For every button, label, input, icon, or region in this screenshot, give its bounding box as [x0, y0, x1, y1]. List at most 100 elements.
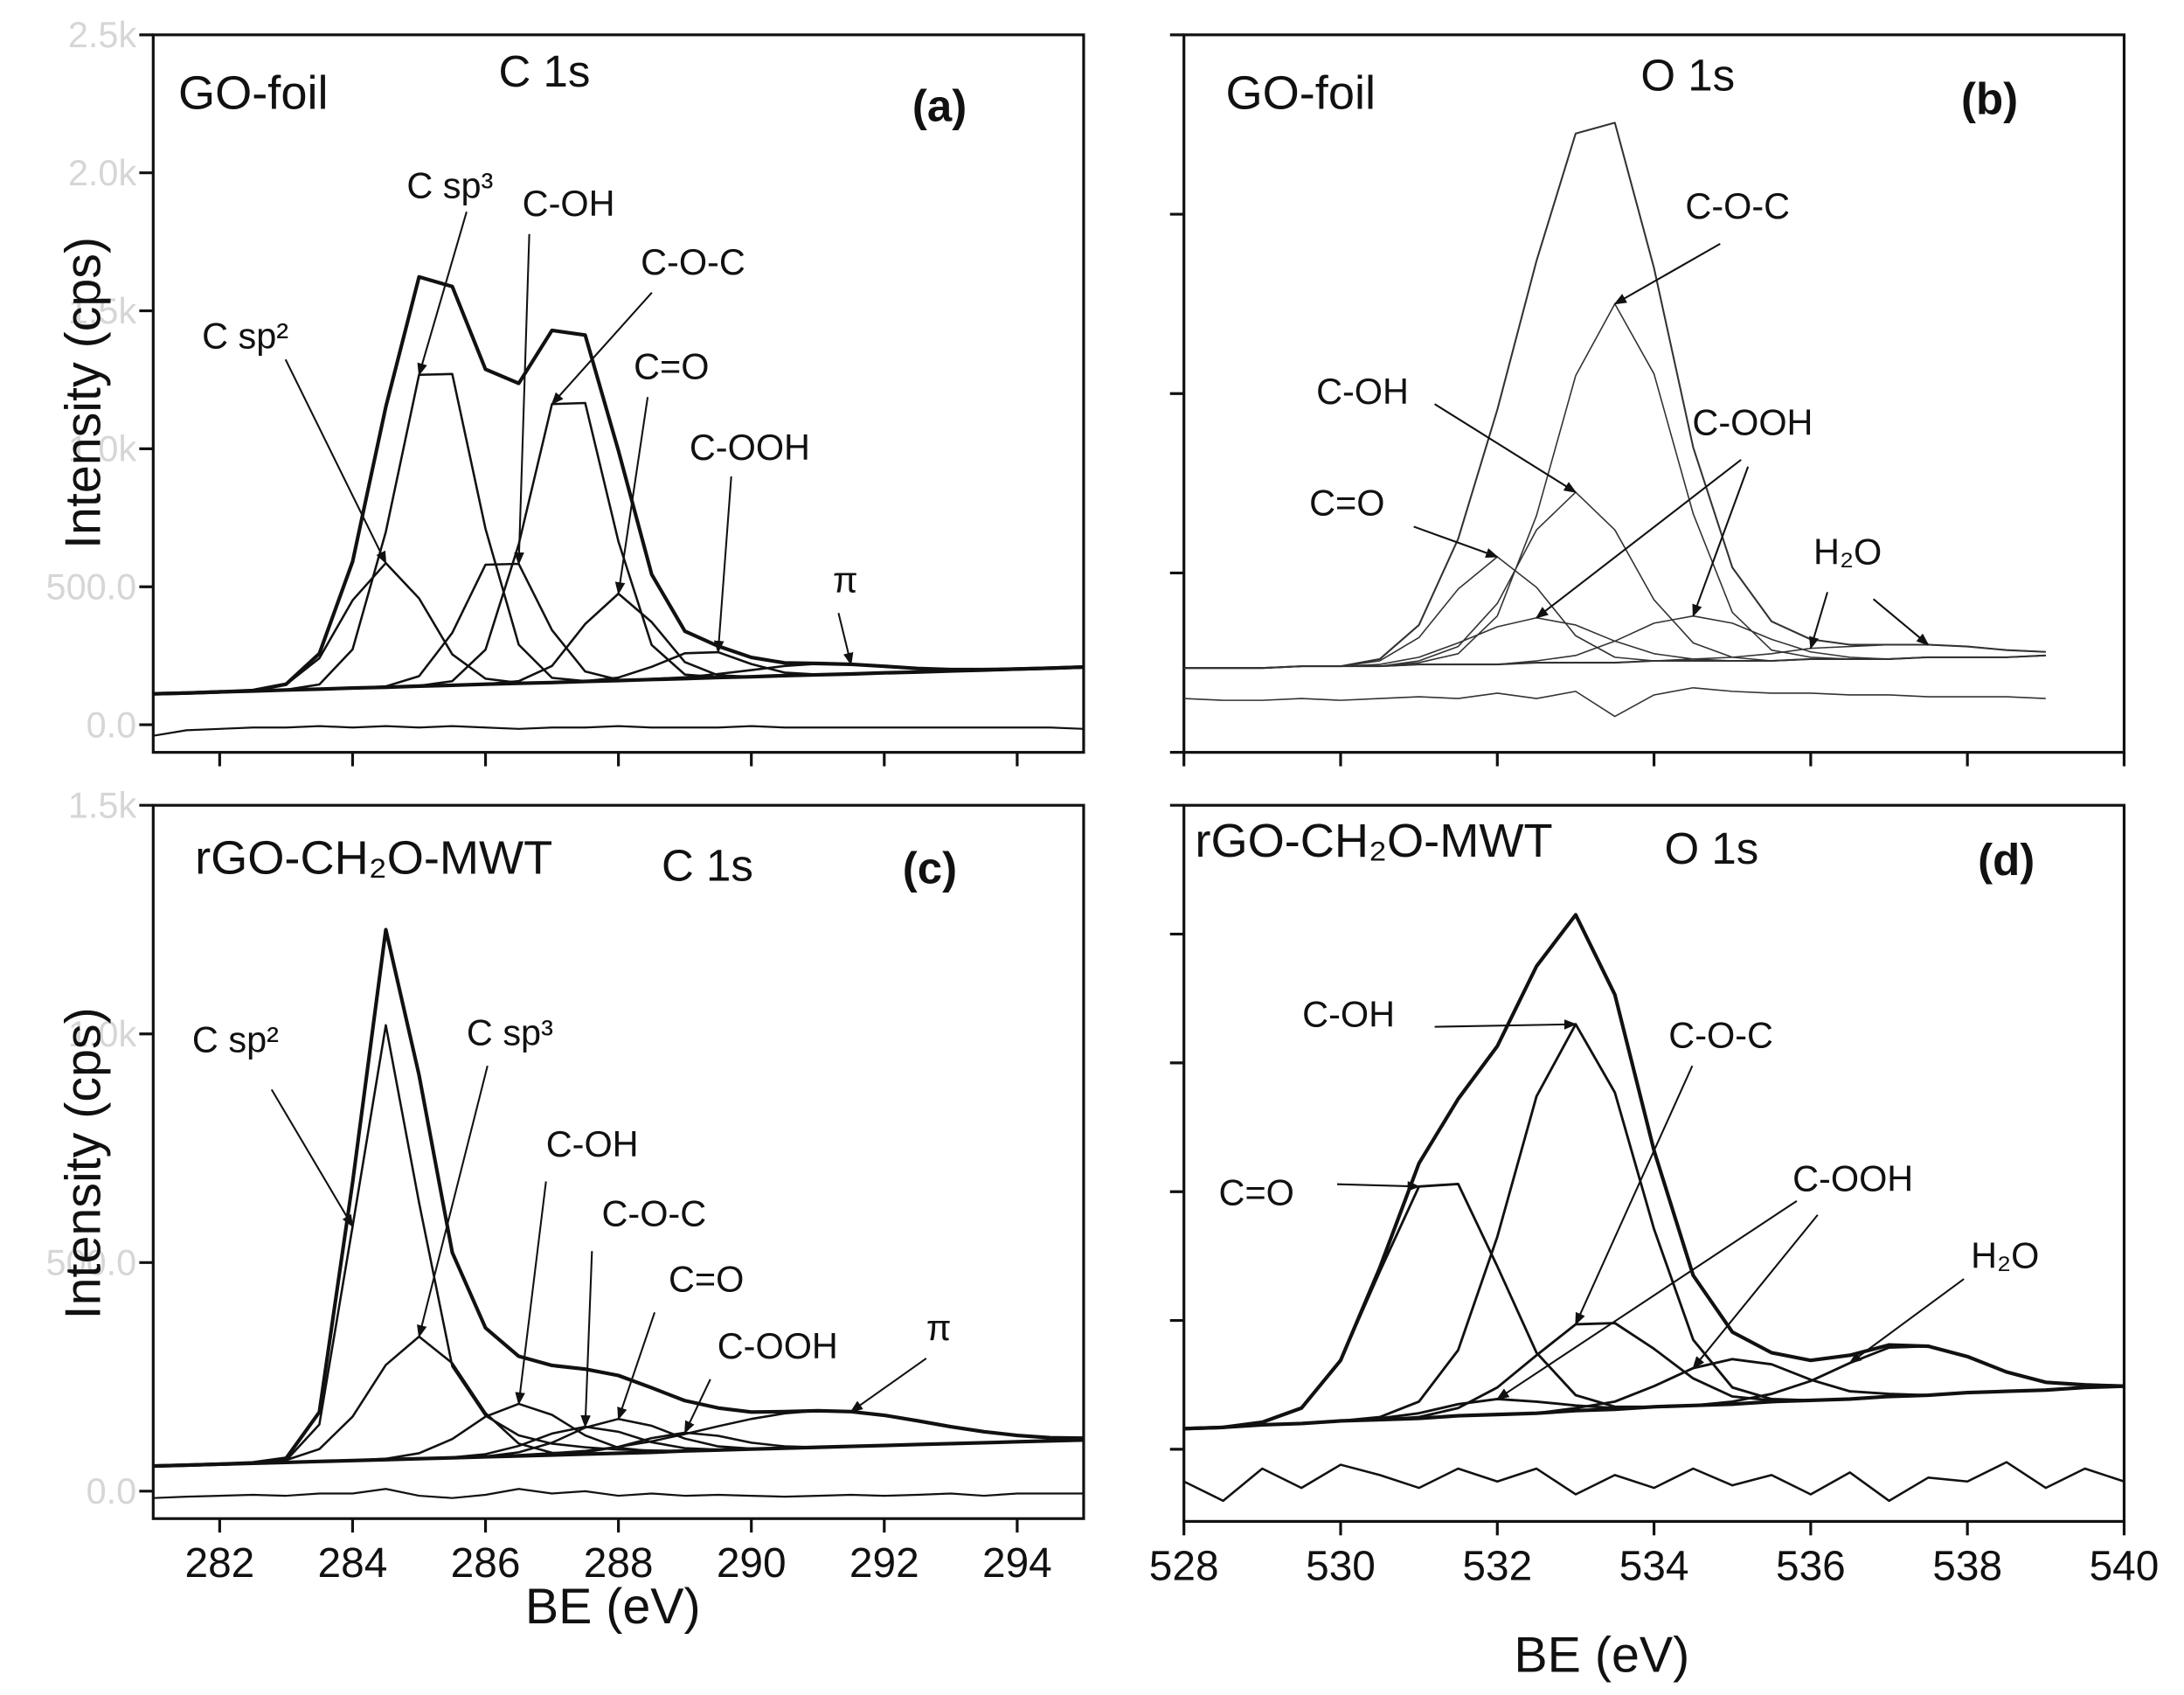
- sample-name: GO-foil: [1226, 66, 1376, 119]
- spectrum-line: [1183, 643, 2046, 670]
- y-tick-label: 1.5k: [68, 290, 137, 331]
- y-axis-label: Intensity (cps): [56, 1007, 112, 1319]
- annotation-arrow: [1413, 525, 1499, 559]
- annotation-arrow: [1809, 592, 1828, 650]
- x-tick-label: 540: [2090, 1543, 2160, 1589]
- peak-label: C-OH: [546, 1123, 639, 1164]
- y-axis-label: Intensity (cps): [56, 237, 112, 549]
- annotation-arrow: [614, 397, 649, 595]
- annotation-arrow: [1692, 1214, 1819, 1370]
- peak-label: C-OOH: [690, 427, 810, 468]
- x-axis-label: BE (eV): [1514, 1628, 1689, 1684]
- peak-label: H₂O: [1971, 1234, 2039, 1275]
- x-tick-label: 294: [982, 1540, 1052, 1587]
- spectrum-line: [153, 663, 1084, 695]
- x-tick-label: 292: [849, 1540, 919, 1587]
- y-tick-label: 2.0k: [68, 152, 137, 193]
- peak-label: C-O-C: [1685, 185, 1790, 226]
- core-level: C 1s: [662, 840, 753, 890]
- peak-label: C=O: [1309, 483, 1384, 524]
- y-tick-label: 0.0: [87, 704, 137, 745]
- peak-label: C-OOH: [718, 1325, 838, 1366]
- spectrum-line: [1183, 1344, 2125, 1430]
- sample-name: GO-foil: [178, 66, 329, 119]
- annotation-arrow: [1848, 1278, 1965, 1365]
- annotation-arrow: [551, 292, 653, 406]
- x-tick-label: 538: [1932, 1543, 2002, 1589]
- x-tick-label: 288: [584, 1540, 654, 1587]
- annotation-arrow: [849, 1358, 927, 1413]
- panel-label: (d): [1978, 835, 2035, 885]
- peak-label: H₂O: [1813, 531, 1882, 572]
- annotation-arrow: [683, 1379, 711, 1434]
- sample-name: rGO-CH₂O-MWT: [1195, 815, 1552, 867]
- y-tick-label: 0.0: [87, 1470, 137, 1511]
- annotation-arrow: [617, 1312, 656, 1421]
- annotation-arrow: [1535, 459, 1742, 619]
- panel-label: (c): [903, 843, 957, 893]
- peak-label: π: [833, 559, 858, 600]
- x-tick-label: 282: [184, 1540, 254, 1587]
- x-tick-label: 534: [1619, 1543, 1689, 1589]
- annotation-arrow: [284, 358, 387, 565]
- annotation-arrow: [515, 1181, 547, 1406]
- peak-label: C-O-C: [1668, 1015, 1773, 1056]
- x-tick-label: 286: [451, 1540, 521, 1587]
- panel-label: (a): [912, 81, 967, 131]
- spectrum-line: [153, 1488, 1084, 1499]
- peak-label: C-O-C: [602, 1193, 707, 1234]
- core-level: C 1s: [499, 46, 591, 96]
- peak-label: π: [926, 1307, 952, 1348]
- annotation-arrow: [837, 613, 854, 666]
- annotation-arrow: [1574, 1065, 1694, 1326]
- x-tick-label: 532: [1462, 1543, 1532, 1589]
- y-tick-label: 1.0k: [68, 428, 137, 469]
- annotation-arrow: [270, 1088, 354, 1228]
- x-tick-label: 530: [1306, 1543, 1376, 1589]
- spectrum-line: [153, 1409, 1084, 1468]
- y-tick-label: 500.0: [46, 566, 137, 608]
- spectrum-line: [153, 725, 1084, 737]
- annotation-arrow: [1434, 403, 1577, 493]
- peak-label: C-O-C: [641, 241, 745, 282]
- annotation-arrow: [1434, 1019, 1577, 1030]
- annotation-arrow: [514, 233, 530, 566]
- x-axis-label: BE (eV): [525, 1579, 701, 1635]
- peak-label: C sp²: [192, 1018, 279, 1059]
- peak-label: C sp²: [202, 315, 288, 356]
- annotation-arrow: [1613, 243, 1721, 305]
- peak-label: C-OOH: [1692, 401, 1813, 442]
- annotation-arrow: [417, 211, 468, 377]
- y-tick-label: 1.0k: [68, 1013, 137, 1054]
- x-tick-label: 290: [717, 1540, 787, 1587]
- peak-label: C-OOH: [1792, 1158, 1913, 1199]
- x-tick-label: 528: [1149, 1543, 1219, 1589]
- peak-label: C sp³: [467, 1011, 553, 1052]
- peak-label: C sp³: [406, 164, 493, 205]
- core-level: O 1s: [1640, 51, 1735, 101]
- panel-label: (b): [1961, 74, 2018, 124]
- peak-label: C=O: [669, 1258, 744, 1299]
- annotation-arrow: [1336, 1181, 1421, 1191]
- peak-label: C-OH: [523, 183, 615, 224]
- peak-label: C-OH: [1302, 994, 1395, 1035]
- annotation-arrow: [1692, 466, 1750, 618]
- spectrum-line: [1183, 686, 2046, 718]
- annotation-arrow: [580, 1251, 593, 1428]
- annotation-arrow: [713, 476, 732, 654]
- peak-label: C=O: [1219, 1172, 1294, 1213]
- x-tick-label: 284: [318, 1540, 388, 1587]
- y-tick-label: 2.5k: [68, 14, 137, 55]
- annotation-arrow: [1496, 1199, 1798, 1400]
- annotation-arrow: [1872, 598, 1930, 646]
- peak-label: C=O: [634, 346, 709, 387]
- peak-label: C-OH: [1316, 371, 1409, 412]
- y-tick-label: 500.0: [46, 1242, 137, 1283]
- annotation-arrow: [417, 1065, 489, 1338]
- y-tick-label: 1.5k: [68, 785, 137, 826]
- x-tick-label: 536: [1776, 1543, 1846, 1589]
- spectrum-line: [1183, 1461, 2125, 1503]
